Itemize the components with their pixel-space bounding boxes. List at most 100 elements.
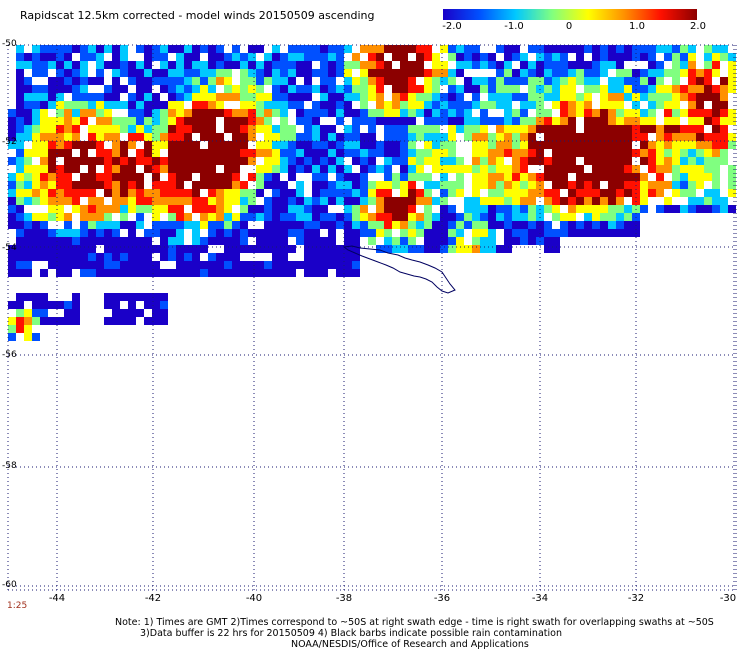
wind-cell: [480, 229, 488, 237]
wind-cell: [544, 77, 552, 85]
wind-cell: [88, 229, 96, 237]
wind-cell: [400, 173, 408, 181]
wind-cell: [656, 69, 664, 77]
wind-cell: [352, 213, 360, 221]
wind-cell: [680, 125, 688, 133]
wind-cell: [224, 173, 232, 181]
wind-cell: [304, 197, 312, 205]
wind-cell: [392, 93, 400, 101]
wind-cell: [32, 117, 40, 125]
wind-cell: [16, 213, 24, 221]
wind-cell: [8, 245, 16, 253]
wind-cell: [376, 189, 384, 197]
wind-cell: [728, 61, 736, 69]
wind-cell: [376, 61, 384, 69]
wind-cell: [480, 133, 488, 141]
wind-cell: [568, 85, 576, 93]
wind-cell: [544, 85, 552, 93]
wind-cell: [568, 165, 576, 173]
wind-cell: [8, 189, 16, 197]
wind-cell: [176, 245, 184, 253]
wind-cell: [360, 157, 368, 165]
wind-cell: [328, 101, 336, 109]
wind-cell: [16, 165, 24, 173]
wind-cell: [656, 189, 664, 197]
wind-cell: [528, 141, 536, 149]
wind-cell: [680, 133, 688, 141]
wind-cell: [376, 77, 384, 85]
wind-cell: [240, 125, 248, 133]
wind-cell: [488, 117, 496, 125]
wind-cell: [264, 213, 272, 221]
wind-cell: [160, 197, 168, 205]
wind-cell: [232, 141, 240, 149]
wind-cell: [160, 69, 168, 77]
wind-cell: [200, 149, 208, 157]
wind-cell: [248, 245, 256, 253]
wind-cell: [128, 141, 136, 149]
wind-cell: [584, 213, 592, 221]
wind-cell: [328, 229, 336, 237]
wind-cell: [384, 149, 392, 157]
wind-cell: [168, 213, 176, 221]
wind-cell: [192, 109, 200, 117]
wind-cell: [264, 245, 272, 253]
wind-cell: [328, 221, 336, 229]
wind-cell: [520, 221, 528, 229]
wind-cell: [128, 221, 136, 229]
wind-cell: [152, 149, 160, 157]
wind-cell: [88, 261, 96, 269]
wind-cell: [480, 61, 488, 69]
wind-cell: [344, 173, 352, 181]
wind-cell: [336, 85, 344, 93]
wind-cell: [168, 141, 176, 149]
wind-cell: [168, 109, 176, 117]
wind-cell: [208, 173, 216, 181]
wind-cell: [144, 165, 152, 173]
wind-cell: [592, 45, 600, 53]
wind-cell: [56, 133, 64, 141]
wind-cell: [224, 117, 232, 125]
wind-cell: [512, 85, 520, 93]
wind-cell: [128, 245, 136, 253]
wind-cell: [88, 269, 96, 277]
wind-cell: [112, 189, 120, 197]
wind-cell: [248, 205, 256, 213]
wind-cell: [384, 109, 392, 117]
wind-cell: [544, 93, 552, 101]
wind-cell: [416, 109, 424, 117]
wind-cell: [96, 173, 104, 181]
wind-cell: [240, 237, 248, 245]
wind-cell: [456, 245, 464, 253]
wind-cell: [624, 85, 632, 93]
wind-cell: [440, 69, 448, 77]
wind-cell: [328, 133, 336, 141]
wind-cell: [584, 181, 592, 189]
wind-cell: [168, 189, 176, 197]
wind-cell: [400, 181, 408, 189]
wind-cell: [376, 53, 384, 61]
wind-cell: [568, 125, 576, 133]
wind-cell: [56, 237, 64, 245]
wind-cell: [384, 221, 392, 229]
wind-cell: [48, 117, 56, 125]
wind-cell: [152, 189, 160, 197]
wind-cell: [272, 61, 280, 69]
wind-cell: [392, 45, 400, 53]
wind-cell: [168, 157, 176, 165]
wind-cell: [712, 101, 720, 109]
wind-cell: [32, 165, 40, 173]
wind-cell: [552, 245, 560, 253]
wind-cell: [392, 149, 400, 157]
wind-cell: [672, 117, 680, 125]
wind-cell: [592, 117, 600, 125]
wind-cell: [408, 69, 416, 77]
wind-cell: [184, 253, 192, 261]
wind-cell: [208, 125, 216, 133]
wind-cell: [312, 213, 320, 221]
wind-cell: [112, 133, 120, 141]
wind-cell: [216, 69, 224, 77]
wind-cell: [224, 141, 232, 149]
wind-cell: [520, 157, 528, 165]
wind-cell: [112, 45, 120, 53]
